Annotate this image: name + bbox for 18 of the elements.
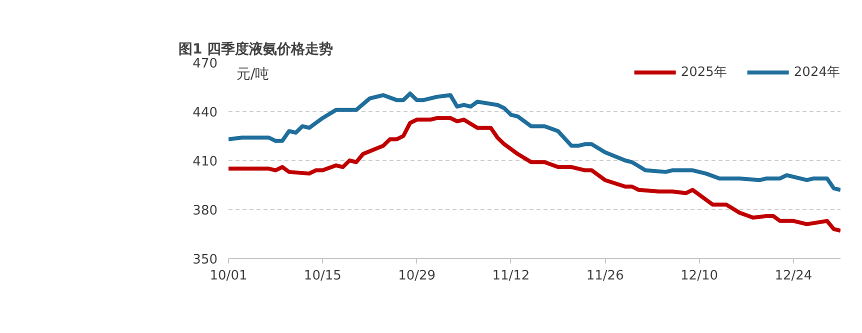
line-series xyxy=(228,92,840,192)
x-tick-label: 11/26 xyxy=(586,268,624,284)
x-tick-label: 12/10 xyxy=(680,268,718,284)
legend-label: 2024年 xyxy=(794,64,840,81)
y-tick-label: 350 xyxy=(192,252,218,268)
x-tick-label: 10/15 xyxy=(304,268,342,284)
y-tick-label: 380 xyxy=(192,204,218,218)
chart-title: 图1 四季度液氨价格走势 xyxy=(178,40,334,58)
line-series xyxy=(228,116,840,233)
x-tick-label: 10/01 xyxy=(210,268,248,284)
legend-label: 2025年 xyxy=(680,64,727,81)
y-tick-label: 470 xyxy=(192,56,218,72)
x-tick-label: 10/29 xyxy=(398,268,436,284)
y-axis-title: 元/吨 xyxy=(236,66,270,82)
y-tick-label: 410 xyxy=(192,154,218,170)
x-tick-label: 12/24 xyxy=(774,268,812,284)
y-tick-label: 440 xyxy=(192,106,218,120)
x-tick-label: 11/12 xyxy=(492,268,530,284)
